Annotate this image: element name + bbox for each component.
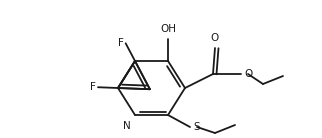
Text: S: S [193, 122, 200, 132]
Text: OH: OH [160, 24, 176, 34]
Text: F: F [90, 82, 96, 92]
Text: N: N [123, 121, 131, 131]
Text: O: O [244, 69, 252, 79]
Text: O: O [211, 33, 219, 43]
Text: F: F [118, 38, 124, 48]
